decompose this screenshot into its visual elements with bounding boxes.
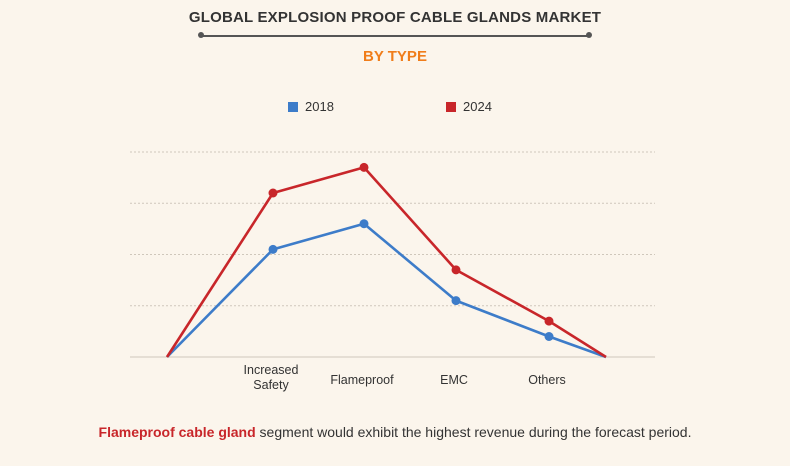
- data-point-2024: [451, 265, 461, 275]
- x-tick-label-line: Safety: [253, 378, 289, 392]
- legend-swatch-2024: [446, 101, 456, 112]
- title-underline-left-dot: [198, 32, 204, 38]
- x-tick-label: EMC: [440, 373, 468, 387]
- x-tick-label: Flameproof: [330, 373, 394, 387]
- data-point-2024: [544, 316, 554, 326]
- chart-subtitle: BY TYPE: [363, 48, 427, 65]
- x-tick-label: Increased Safety: [244, 363, 299, 392]
- caption-text: segment would exhibit the highest revenu…: [255, 424, 692, 440]
- data-point-2018: [268, 244, 278, 254]
- legend-item-2018: 2018: [288, 99, 334, 114]
- data-point-2024: [359, 162, 369, 172]
- chart-title: GLOBAL EXPLOSION PROOF CABLE GLANDS MARK…: [188, 9, 602, 26]
- data-point-2024: [268, 188, 278, 198]
- legend-label-2018: 2018: [305, 99, 334, 114]
- line-chart: Increased Safety Flameproof EMC Others: [130, 151, 655, 392]
- data-point-2018: [359, 219, 369, 229]
- legend-swatch-2018: [288, 101, 298, 112]
- x-tick-label-line: Increased: [244, 363, 299, 377]
- series-line-2024: [165, 166, 607, 359]
- legend-item-2024: 2024: [446, 99, 492, 114]
- series-line-2018: [166, 222, 607, 359]
- x-tick-label-line: Others: [528, 373, 566, 387]
- x-tick-label-line: EMC: [440, 373, 468, 387]
- title-underline-right-dot: [586, 32, 592, 38]
- data-point-2018: [451, 296, 461, 306]
- caption: Flameproof cable gland segment would exh…: [0, 424, 790, 440]
- data-point-2018: [544, 332, 554, 341]
- x-tick-label: Others: [528, 373, 566, 387]
- x-tick-label-line: Flameproof: [330, 373, 394, 387]
- legend-label-2024: 2024: [463, 99, 492, 114]
- title-underline: [200, 35, 590, 37]
- caption-highlight: Flameproof cable gland: [98, 424, 256, 440]
